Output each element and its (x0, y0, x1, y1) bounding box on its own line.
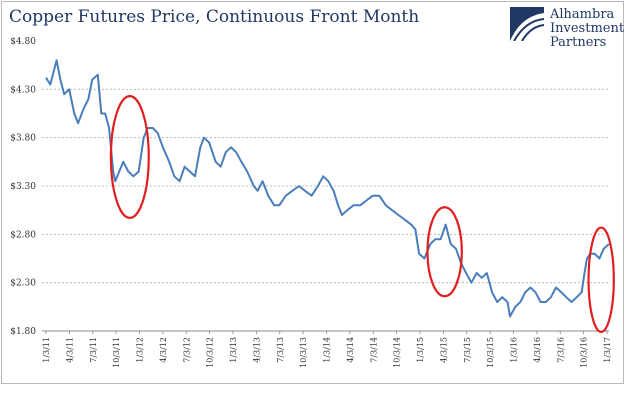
x-tick-label: 1/3/17 (603, 337, 612, 363)
x-tick-label: 10/3/12 (206, 337, 215, 368)
x-tick-label: 4/3/12 (159, 337, 168, 363)
y-tick-label: $4.30 (10, 85, 36, 95)
x-tick-labels: 1/3/11 4/3/11 7/3/11 10/3/11 1/3/12 4/3/12 7/3… (42, 331, 612, 368)
x-tick-label: 4/3/15 (439, 337, 448, 363)
price-series-line (45, 59, 610, 318)
logo-text-line-1: Alhambra (550, 7, 615, 22)
x-tick-label: 7/3/14 (369, 337, 378, 363)
grid-lines (42, 88, 609, 332)
x-tick-label: 1/3/16 (510, 337, 519, 363)
x-tick-label: 4/3/16 (533, 337, 542, 363)
series-layer (45, 59, 610, 318)
chart-title: Copper Futures Price, Continuous Front M… (9, 7, 420, 27)
x-tick-label: 10/3/11 (112, 337, 121, 368)
logo-mark-icon (510, 7, 544, 41)
y-tick-label: $3.30 (10, 182, 36, 192)
y-tick-label: $3.80 (10, 134, 36, 144)
x-tick-label: 4/3/11 (65, 337, 74, 363)
x-tick-label: 7/3/15 (463, 337, 472, 363)
x-tick-label: 1/3/14 (323, 337, 332, 363)
x-tick-label: 7/3/12 (182, 337, 191, 363)
x-tick-label: 7/3/16 (556, 337, 565, 363)
highlight-ellipse (426, 206, 463, 298)
x-tick-label: 1/3/12 (136, 337, 145, 363)
y-tick-label: $4.80 (10, 37, 36, 47)
company-logo: Alhambra Investment Partners (510, 6, 638, 52)
y-tick-labels: $4.80 $4.30 $3.80 $3.30 $2.80 $2.30 $1.80 (10, 37, 36, 337)
highlight-layer (109, 94, 615, 334)
x-tick-label: 10/3/16 (580, 337, 589, 368)
x-tick-label: 1/3/13 (229, 337, 238, 363)
y-tick-label: $1.80 (10, 327, 36, 337)
x-tick-label: 10/3/13 (299, 337, 308, 368)
x-tick-label: 1/3/15 (416, 337, 425, 363)
x-tick-label: 7/3/11 (89, 337, 98, 363)
x-tick-label: 4/3/14 (346, 337, 355, 363)
x-tick-label: 4/3/13 (252, 337, 261, 363)
highlight-ellipse (587, 226, 615, 334)
y-tick-label: $2.30 (10, 279, 36, 289)
x-tick-label: 10/3/14 (393, 337, 402, 368)
highlight-ellipse (109, 94, 150, 220)
x-tick-label: 7/3/13 (276, 337, 285, 363)
logo-text-line-2: Investment (550, 21, 625, 36)
chart-border (1, 1, 624, 384)
logo-text-line-3: Partners (550, 35, 607, 50)
y-tick-label: $2.80 (10, 230, 36, 240)
x-tick-label: 10/3/15 (486, 337, 495, 368)
x-tick-label: 1/3/11 (42, 337, 51, 363)
